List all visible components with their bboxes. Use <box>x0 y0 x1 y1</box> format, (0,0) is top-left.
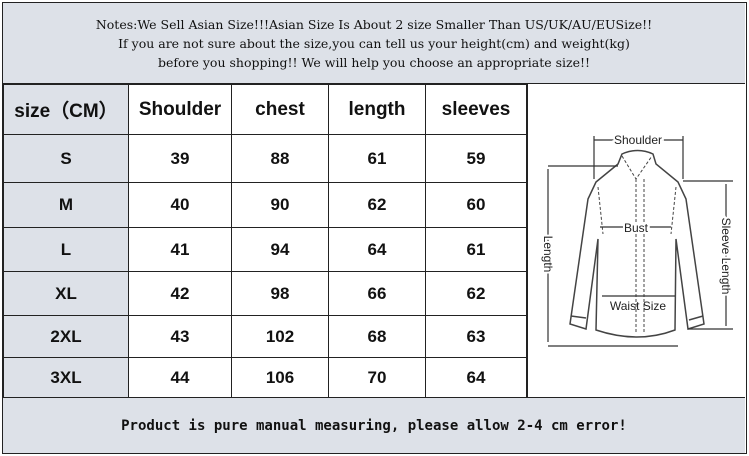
measurement-cell: 70 <box>328 357 426 399</box>
measurement-cell: 60 <box>425 182 527 228</box>
size-label: L <box>3 227 129 272</box>
header-length: length <box>328 84 426 135</box>
size-label: M <box>3 182 129 228</box>
measurement-cell: 39 <box>128 134 232 183</box>
measurement-cell: 61 <box>328 134 426 183</box>
measurement-cell: 90 <box>231 182 329 228</box>
size-label: S <box>3 134 129 183</box>
size-label: XL <box>3 271 129 316</box>
diagram-label-length: Length <box>541 236 555 273</box>
header-shoulder: Shoulder <box>128 84 232 135</box>
size-label: 3XL <box>3 357 129 399</box>
table-row: L 41 94 64 61 <box>3 227 527 272</box>
table-row: 3XL 44 106 70 64 <box>3 357 527 399</box>
table-row: S 39 88 61 59 <box>3 134 527 183</box>
measurement-cell: 43 <box>128 315 232 358</box>
table-row: XL 42 98 66 62 <box>3 271 527 316</box>
footer-note: Product is pure manual measuring, please… <box>121 417 627 434</box>
shirt-outline-icon <box>569 149 705 338</box>
measurement-cell: 88 <box>231 134 329 183</box>
measurement-cell: 94 <box>231 227 329 272</box>
shirt-diagram: Shoulder Bust Waist Size Length Sleeve L… <box>527 84 745 398</box>
diagram-label-waist: Waist Size <box>610 299 667 313</box>
measurement-cell: 102 <box>231 315 329 358</box>
table-header-row: size（CM） Shoulder chest length sleeves <box>3 84 527 135</box>
footer-banner: Product is pure manual measuring, please… <box>3 397 745 453</box>
measurement-cell: 40 <box>128 182 232 228</box>
note-line: before you shopping!! We will help you c… <box>157 54 591 70</box>
header-size: size（CM） <box>3 84 129 135</box>
measurement-cell: 62 <box>328 182 426 228</box>
size-label: 2XL <box>3 315 129 358</box>
diagram-label-bust: Bust <box>624 221 649 235</box>
note-line: Notes:We Sell Asian Size!!!Asian Size Is… <box>95 16 653 32</box>
header-chest: chest <box>231 84 329 135</box>
measurement-cell: 61 <box>425 227 527 272</box>
measurement-cell: 106 <box>231 357 329 399</box>
measurement-cell: 98 <box>231 271 329 316</box>
measurement-cell: 64 <box>328 227 426 272</box>
measurement-cell: 68 <box>328 315 426 358</box>
measurement-cell: 59 <box>425 134 527 183</box>
size-table: size（CM） Shoulder chest length sleeves S… <box>3 84 527 399</box>
measurement-cell: 62 <box>425 271 527 316</box>
measurement-cell: 66 <box>328 271 426 316</box>
measurement-cell: 44 <box>128 357 232 399</box>
table-row: 2XL 43 102 68 63 <box>3 315 527 358</box>
notes-banner: Notes:We Sell Asian Size!!!Asian Size Is… <box>3 3 745 84</box>
diagram-label-shoulder: Shoulder <box>614 133 662 147</box>
note-line: If you are not sure about the size,you c… <box>118 35 630 51</box>
measurement-cell: 41 <box>128 227 232 272</box>
measurement-cell: 63 <box>425 315 527 358</box>
diagram-label-sleeve: Sleeve Length <box>719 218 733 295</box>
measurement-cell: 42 <box>128 271 232 316</box>
header-sleeves: sleeves <box>425 84 527 135</box>
table-row: M 40 90 62 60 <box>3 182 527 228</box>
measurement-cell: 64 <box>425 357 527 399</box>
